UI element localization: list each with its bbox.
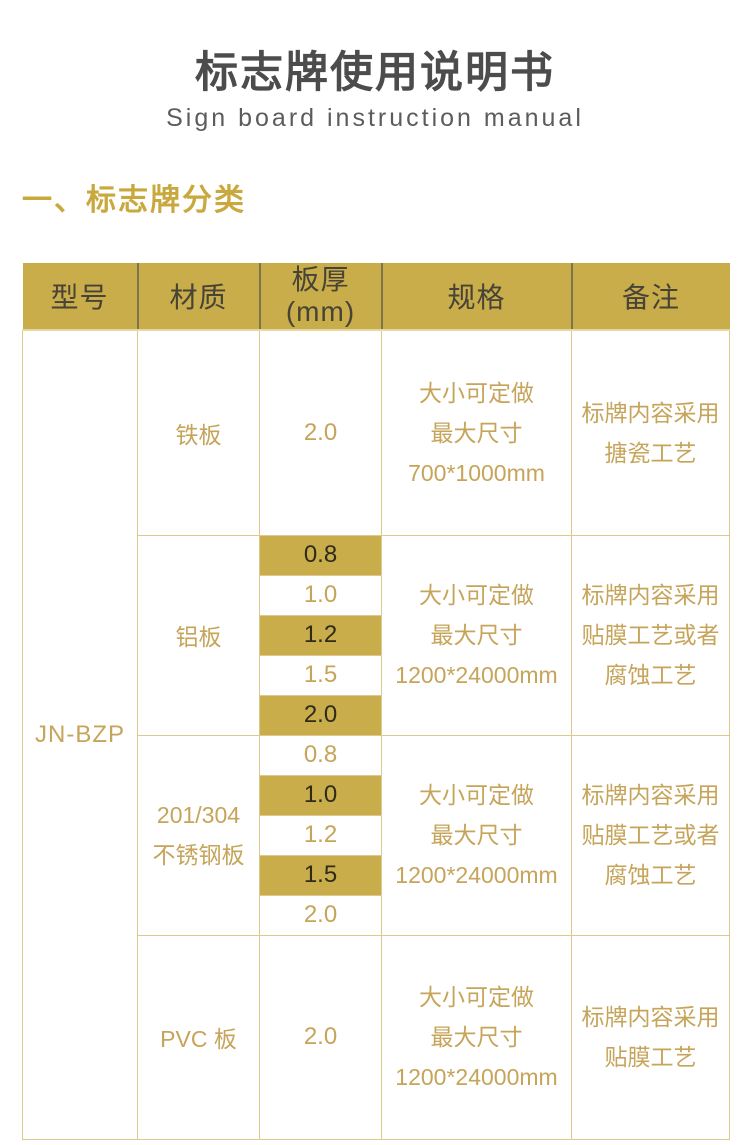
note-line: 搪瓷工艺 [604, 439, 697, 466]
cell-spec-stainless: 大小可定做 最大尺寸 1200*24000mm [381, 734, 572, 936]
spec-line: 1200*24000mm [395, 862, 558, 888]
note-line: 标牌内容采用 [581, 1004, 720, 1030]
cell-thickness-ss-10: 1.0 [259, 774, 382, 816]
spec-line: 1200*24000mm [395, 662, 558, 688]
section-heading: 一、标志牌分类 [22, 184, 246, 217]
note-line: 标牌内容采用 [581, 782, 720, 808]
cell-thickness-al-15: 1.5 [259, 654, 382, 696]
cell-note-aluminum: 标牌内容采用 贴膜工艺或者 腐蚀工艺 [571, 534, 730, 736]
spec-line: 大小可定做 [419, 984, 534, 1010]
cell-spec-pvc: 大小可定做 最大尺寸 1200*24000mm [381, 934, 572, 1140]
cell-spec-aluminum: 大小可定做 最大尺寸 1200*24000mm [381, 534, 572, 736]
cell-material-stainless: 201/304 不锈钢板 [137, 734, 260, 936]
note-line: 贴膜工艺或者 [581, 622, 720, 648]
cell-thickness-ss-20: 2.0 [259, 894, 382, 936]
spec-line: 700*1000mm [408, 459, 545, 486]
cell-note-stainless: 标牌内容采用 贴膜工艺或者 腐蚀工艺 [571, 734, 730, 936]
cell-thickness-ss-15: 1.5 [259, 854, 382, 896]
row-stainless-sub: 1.5 [23, 854, 730, 896]
cell-material-iron: 铁板 [137, 329, 260, 536]
cell-thickness-al-12: 1.2 [259, 614, 382, 656]
row-aluminum-sub: 1.5 [23, 654, 730, 696]
note-line: 腐蚀工艺 [604, 662, 697, 688]
header-spec: 规格 [381, 263, 573, 331]
row-pvc: PVC 板 2.0 大小可定做 最大尺寸 1200*24000mm 标牌内容采用… [23, 934, 730, 1140]
table-header-row: 型号 材质 板厚 (mm) 规格 备注 [22, 263, 730, 331]
row-stainless-sub: 1.2 [23, 814, 730, 856]
cell-material-aluminum: 铝板 [137, 534, 260, 736]
row-iron: JN-BZP 铁板 2.0 大小可定做 最大尺寸 700*1000mm 标牌内容… [22, 329, 730, 1140]
note-line: 腐蚀工艺 [604, 862, 697, 888]
sign-classification-table: 型号 材质 板厚 (mm) 规格 备注 JN-BZP 铁板 2.0 大小可定做 … [22, 263, 730, 1140]
note-line: 贴膜工艺 [604, 1044, 697, 1070]
header-material: 材质 [137, 263, 261, 331]
row-stainless: 201/304 不锈钢板 0.8 大小可定做 最大尺寸 1200*24000mm… [23, 734, 730, 936]
cell-thickness-al-20: 2.0 [259, 694, 382, 736]
spec-line: 最大尺寸 [430, 822, 523, 848]
note-line: 贴膜工艺或者 [581, 822, 720, 848]
row-aluminum-sub: 1.0 [23, 574, 730, 616]
spec-line: 最大尺寸 [430, 622, 523, 648]
row-aluminum-sub: 1.2 [23, 614, 730, 656]
page-title: 标志牌使用说明书 [195, 49, 555, 97]
cell-thickness-al-10: 1.0 [259, 574, 382, 616]
material-line: 不锈钢板 [152, 842, 245, 868]
cell-note-iron: 标牌内容采用 搪瓷工艺 [571, 329, 730, 536]
note-line: 标牌内容采用 [581, 399, 720, 426]
material-line: 201/304 [156, 802, 241, 828]
header-thickness-line2: (mm) [285, 296, 356, 327]
spec-line: 大小可定做 [419, 782, 534, 808]
cell-model: JN-BZP [22, 329, 138, 1140]
cell-thickness-ss-08: 0.8 [259, 734, 382, 776]
cell-spec-iron: 大小可定做 最大尺寸 700*1000mm [381, 329, 572, 536]
spec-line: 大小可定做 [419, 379, 534, 406]
row-aluminum-sub: 2.0 [23, 694, 730, 736]
header-thickness-line1: 板厚 [291, 264, 350, 295]
cell-note-pvc: 标牌内容采用 贴膜工艺 [571, 934, 730, 1140]
row-stainless-sub: 1.0 [23, 774, 730, 816]
cell-thickness-iron: 2.0 [259, 329, 382, 536]
spec-line: 1200*24000mm [395, 1064, 558, 1090]
cell-thickness-al-08: 0.8 [259, 534, 382, 576]
row-aluminum: 铝板 0.8 大小可定做 最大尺寸 1200*24000mm 标牌内容采用 贴膜… [23, 534, 730, 736]
cell-material-pvc: PVC 板 [137, 934, 260, 1140]
spec-line: 最大尺寸 [430, 1024, 523, 1050]
cell-thickness-pvc: 2.0 [259, 934, 382, 1140]
spec-line: 最大尺寸 [430, 419, 523, 446]
header-thickness: 板厚 (mm) [259, 263, 383, 331]
cell-thickness-ss-12: 1.2 [259, 814, 382, 856]
spec-line: 大小可定做 [419, 582, 534, 608]
header-note: 备注 [571, 263, 730, 331]
page-subtitle: Sign board instruction manual [166, 104, 584, 132]
note-line: 标牌内容采用 [581, 582, 720, 608]
header-model: 型号 [22, 263, 139, 331]
